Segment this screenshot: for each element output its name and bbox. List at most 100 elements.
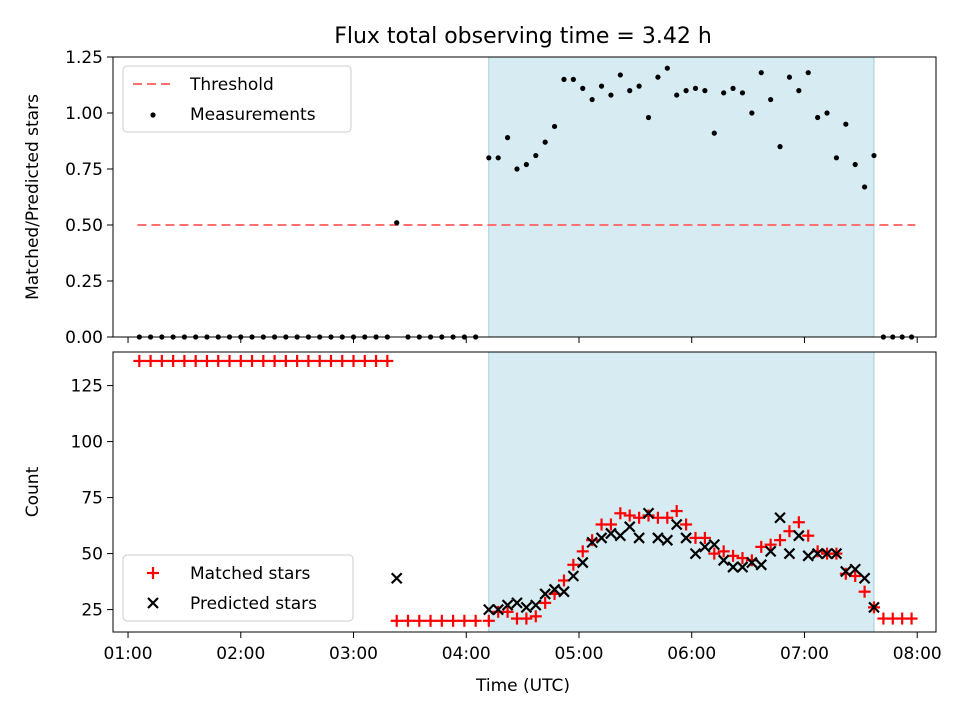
measurement-point bbox=[627, 88, 633, 94]
predicted-star-point bbox=[830, 547, 843, 560]
predicted-star-point bbox=[708, 538, 721, 551]
predicted-star-point bbox=[764, 545, 777, 558]
predicted-star-point bbox=[390, 572, 403, 585]
matched-star-point bbox=[155, 354, 168, 367]
measurement-point bbox=[617, 72, 623, 78]
measurement-point bbox=[815, 114, 821, 121]
matched-star-point bbox=[358, 354, 371, 367]
matched-star-point bbox=[381, 354, 394, 367]
predicted-star-point bbox=[633, 532, 645, 544]
predicted-star-point bbox=[727, 561, 739, 573]
matched-star-point bbox=[529, 610, 542, 623]
matched-star-point bbox=[234, 354, 247, 367]
measurement-point bbox=[608, 92, 614, 98]
predicted-star-point bbox=[661, 534, 674, 546]
matched-star-point bbox=[268, 354, 281, 367]
matched-star-point bbox=[257, 354, 270, 367]
predicted-star-point bbox=[746, 556, 758, 569]
observing-window-rect bbox=[488, 351, 875, 633]
predicted-star-point bbox=[736, 561, 749, 573]
x-tick-label: 04:00 bbox=[442, 644, 491, 664]
measurement-point bbox=[683, 88, 689, 94]
count-panel-frame bbox=[112, 351, 937, 633]
measurement-point bbox=[674, 92, 680, 98]
measurement-point bbox=[796, 88, 802, 94]
legend-measurements-swatch bbox=[150, 112, 156, 118]
predicted-star-point bbox=[558, 585, 570, 598]
predicted-star-point bbox=[858, 572, 871, 585]
predicted-star-point bbox=[642, 507, 655, 520]
legend-threshold-label: Threshold bbox=[189, 75, 274, 95]
matched-star-point bbox=[435, 614, 448, 627]
predicted-star-point bbox=[501, 599, 514, 611]
predicted-star-point bbox=[595, 532, 608, 544]
observing-window-band bbox=[488, 56, 875, 338]
x-tick-label: 03:00 bbox=[329, 644, 378, 664]
measurement-point bbox=[730, 85, 736, 91]
predicted-star-point bbox=[511, 597, 523, 609]
matched-star-point bbox=[614, 507, 627, 520]
count-panel-axes: 25 50 75 100 125 01:00 02:00 03:00 04:00 05:00 06:… bbox=[71, 377, 942, 664]
predicted-star-point bbox=[680, 532, 692, 544]
matched-star-point bbox=[642, 509, 655, 522]
ratio-y-axis-label: Matched/Predicted stars bbox=[23, 94, 43, 300]
matched-star-point bbox=[200, 354, 213, 367]
ratio-legend-box bbox=[122, 65, 352, 133]
y-tick-label: 50 bbox=[81, 545, 103, 565]
predicted-star-point bbox=[586, 536, 598, 549]
matched-star-point bbox=[144, 354, 157, 367]
time-x-axis-label: Time (UTC) bbox=[475, 676, 570, 696]
matched-star-point bbox=[567, 558, 580, 571]
measurement-point bbox=[777, 144, 783, 150]
predicted-star-point bbox=[699, 541, 711, 553]
matched-star-point bbox=[133, 354, 146, 367]
predicted-star-point bbox=[539, 588, 551, 600]
matched-star-point bbox=[482, 614, 495, 627]
matched-star-point bbox=[458, 614, 471, 627]
matched-star-point bbox=[708, 547, 721, 560]
measurement-point bbox=[721, 90, 727, 96]
measurement-point bbox=[805, 70, 811, 76]
measurement-point bbox=[768, 96, 774, 103]
measurement-point bbox=[749, 110, 755, 116]
predicted-star-point bbox=[605, 527, 617, 540]
predicted-star-point bbox=[492, 603, 504, 616]
matched-star-point bbox=[167, 354, 180, 367]
measurement-point bbox=[702, 88, 708, 94]
predicted-star-point bbox=[483, 603, 495, 616]
measurement-point bbox=[645, 114, 652, 121]
predicted-star-point bbox=[821, 547, 833, 560]
measurement-point bbox=[570, 76, 576, 82]
y-tick-label: 75 bbox=[81, 489, 103, 509]
y-tick-label: 1.25 bbox=[65, 48, 103, 68]
measurement-point bbox=[495, 155, 501, 161]
measurement-point bbox=[561, 76, 567, 82]
ratio-panel-axes: 0.00 0.25 0.50 0.75 1.00 1.25 bbox=[65, 48, 918, 348]
measurement-point bbox=[589, 96, 595, 103]
matched-star-point bbox=[586, 534, 599, 547]
matched-star-point bbox=[178, 354, 191, 367]
measurement-point bbox=[655, 74, 661, 80]
measurement-point bbox=[711, 130, 717, 136]
matched-star-point bbox=[424, 614, 437, 627]
y-tick-label: 0.25 bbox=[65, 272, 103, 292]
predicted-star-point bbox=[840, 565, 852, 578]
measurement-point bbox=[580, 85, 586, 91]
y-tick-label: 125 bbox=[71, 377, 103, 397]
measurement-point bbox=[636, 83, 642, 89]
predicted-star-point bbox=[755, 559, 768, 571]
y-tick-label: 0.75 bbox=[65, 160, 103, 180]
measurement-point bbox=[542, 139, 548, 145]
matched-star-point bbox=[858, 585, 871, 598]
predicted-star-point bbox=[689, 547, 702, 560]
chart-title: Flux total observing time = 3.42 h bbox=[334, 24, 712, 49]
measurement-point bbox=[786, 74, 793, 80]
predicted-star-point bbox=[802, 550, 815, 562]
x-tick-label: 01:00 bbox=[104, 644, 153, 664]
x-tick-label: 02:00 bbox=[216, 644, 265, 664]
ratio-panel: 0.00 0.25 0.50 0.75 1.00 1.25 Matched/Predict… bbox=[23, 48, 937, 348]
matched-star-point bbox=[413, 614, 426, 627]
measurement-point bbox=[598, 83, 605, 89]
measurement-point bbox=[843, 121, 849, 127]
